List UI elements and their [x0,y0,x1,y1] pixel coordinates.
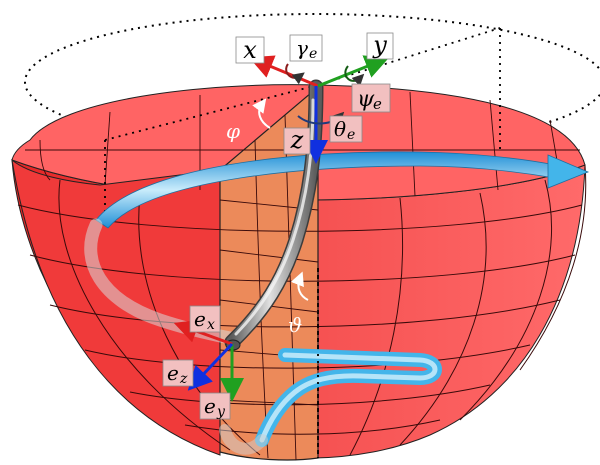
label-z-box [283,127,311,155]
axis-x-arrow [248,55,319,88]
label-psi-box [351,83,391,113]
psi-rotation-icon [344,65,365,87]
label-ey-sub: y [216,404,226,420]
label-ey: e [204,394,216,418]
label-gamma-box [289,34,323,62]
label-gamma: γ [296,36,308,60]
upper-flow-inner-curl [84,218,237,345]
label-ez-box [162,359,194,387]
label-ex-box [189,305,221,333]
upper-flow-arrowhead [547,154,590,189]
label-vartheta: ϑ [288,313,302,337]
label-z: z [290,126,304,154]
meridian-slice [219,85,319,461]
label-x-box [235,36,265,64]
lower-flow-fade [219,424,268,455]
vartheta-angle-arrow [290,271,309,301]
label-theta-box [329,115,363,143]
label-ey-box [199,392,231,420]
phi-angle-arrow [252,98,271,129]
label-psi-sub: e [373,95,382,113]
lower-flow-highlight [259,352,438,443]
label-ex-sub: x [207,317,215,333]
label-phi: φ [226,119,240,143]
label-x: x [243,36,257,64]
label-y: y [372,31,387,59]
label-ez-sub: z [179,371,188,387]
label-psi: ψ [357,87,375,112]
label-theta: θ [334,117,346,141]
label-theta-sub: e [347,127,355,143]
gamma-rotation-icon [285,63,305,85]
dotted-construction-lines [104,27,501,458]
filament-tube [226,81,322,348]
local-axis-ez [187,342,234,391]
label-y-box [366,32,394,60]
label-ez: e [167,361,179,385]
label-ex: e [194,307,206,331]
label-gamma-sub: e [309,46,317,62]
axis-y-arrow [317,55,390,88]
